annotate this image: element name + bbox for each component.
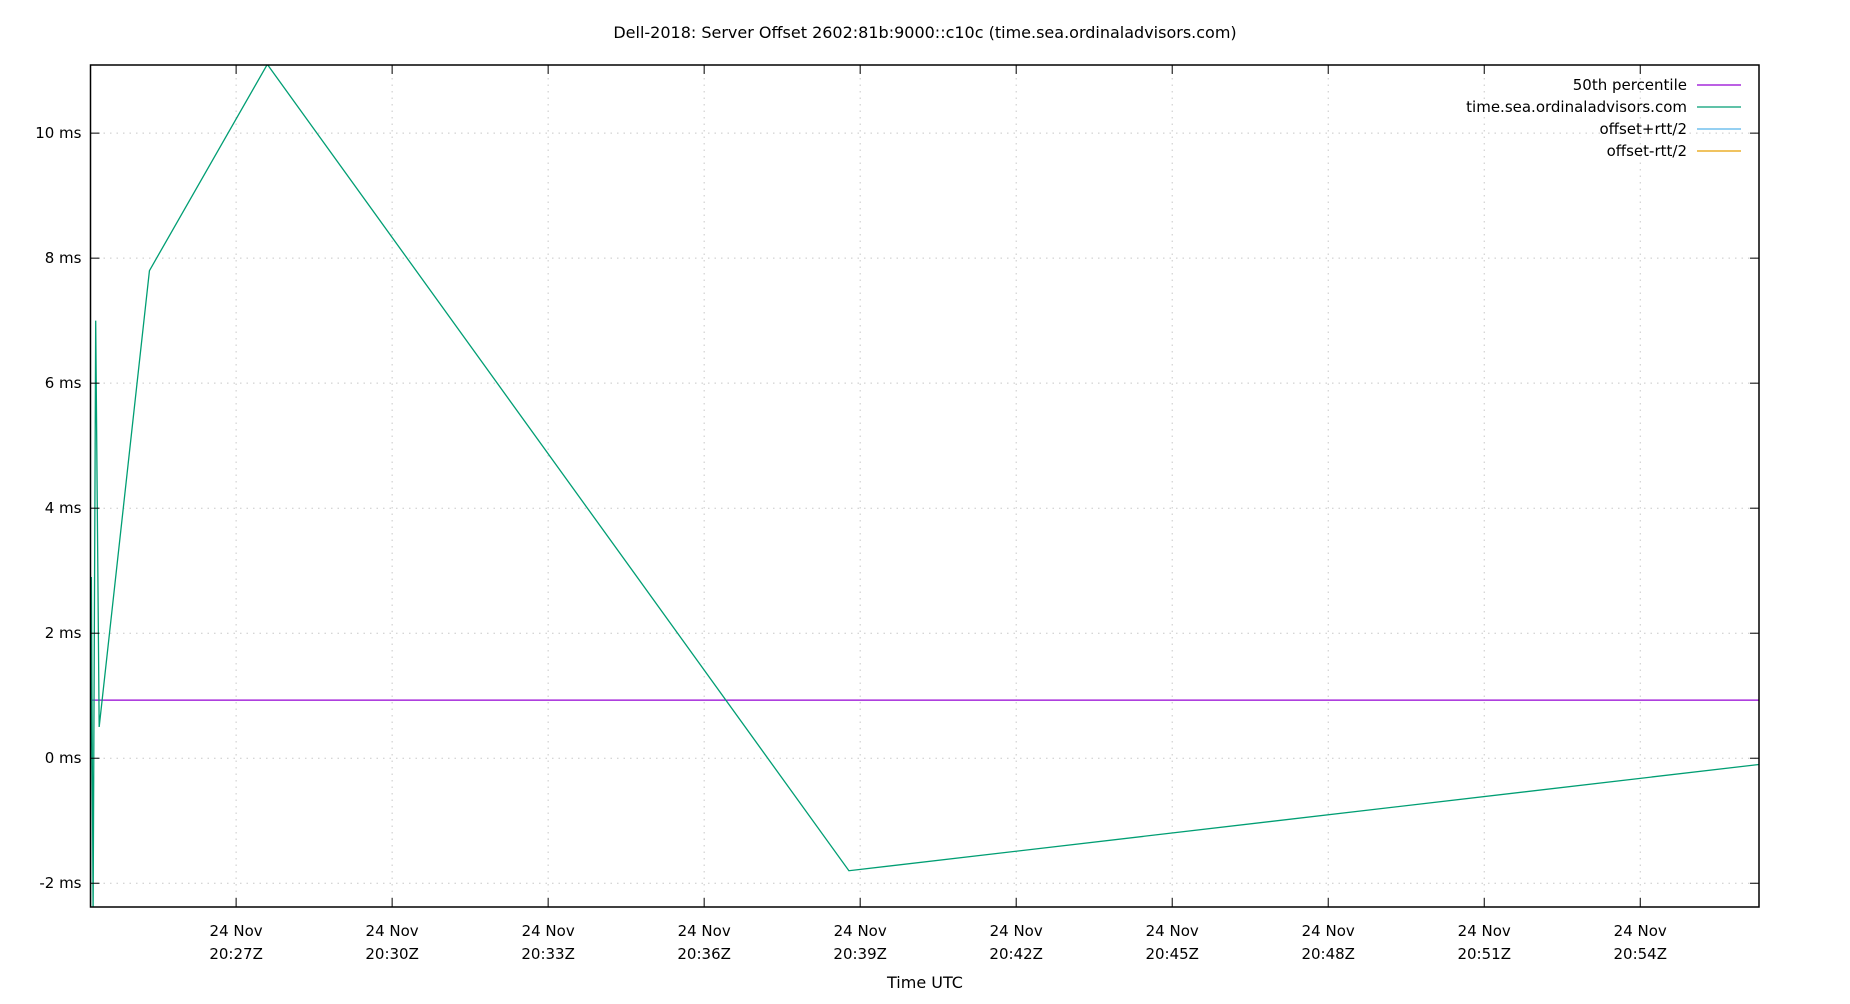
- x-tick-label-time: 20:51Z: [1457, 945, 1511, 963]
- x-tick-label-date: 24 Nov: [522, 922, 575, 940]
- y-tick-label: 6 ms: [45, 374, 82, 392]
- ticks: -2 ms 0 ms 2 ms 4 ms 6 ms 8 ms 10 ms 24 Nov 20:2…: [35, 65, 1759, 963]
- x-tick-label-date: 24 Nov: [1302, 922, 1355, 940]
- x-tick-label-time: 20:33Z: [521, 945, 575, 963]
- plot-frame: [89, 64, 1760, 908]
- y-tick-label: 10 ms: [35, 124, 81, 142]
- grid: [90, 65, 1759, 907]
- legend-label: time.sea.ordinaladvisors.com: [1466, 98, 1687, 116]
- legend-label: offset+rtt/2: [1599, 120, 1687, 138]
- x-tick-label-date: 24 Nov: [1146, 922, 1199, 940]
- y-tick-label: -2 ms: [39, 874, 81, 892]
- x-tick-label-date: 24 Nov: [834, 922, 887, 940]
- x-tick-label-time: 20:42Z: [989, 945, 1043, 963]
- y-tick-label: 0 ms: [45, 749, 82, 767]
- x-tick-label-date: 24 Nov: [210, 922, 263, 940]
- x-tick-label-date: 24 Nov: [1614, 922, 1667, 940]
- x-tick-label-time: 20:27Z: [209, 945, 263, 963]
- x-axis-label: Time UTC: [886, 973, 963, 992]
- legend-label: 50th percentile: [1573, 76, 1687, 94]
- legend-label: offset-rtt/2: [1607, 142, 1687, 160]
- x-tick-label-time: 20:39Z: [833, 945, 887, 963]
- x-tick-label-time: 20:45Z: [1145, 945, 1199, 963]
- y-tick-label: 2 ms: [45, 624, 82, 642]
- chart-title: Dell-2018: Server Offset 2602:81b:9000::…: [613, 23, 1236, 42]
- x-tick-label-time: 20:54Z: [1613, 945, 1667, 963]
- legend: 50th percentile time.sea.ordinaladvisors.…: [1466, 76, 1741, 160]
- y-tick-label: 8 ms: [45, 249, 82, 267]
- x-tick-label-date: 24 Nov: [990, 922, 1043, 940]
- x-tick-label-time: 20:48Z: [1301, 945, 1355, 963]
- series-line-time-sea-ordinaladvisors-com: [90, 65, 1759, 907]
- y-tick-label: 4 ms: [45, 499, 82, 517]
- x-tick-label-date: 24 Nov: [366, 922, 419, 940]
- series-layer: [90, 65, 1759, 907]
- x-tick-label-time: 20:36Z: [677, 945, 731, 963]
- x-tick-label-date: 24 Nov: [1458, 922, 1511, 940]
- x-tick-label-time: 20:30Z: [365, 945, 419, 963]
- x-tick-label-date: 24 Nov: [678, 922, 731, 940]
